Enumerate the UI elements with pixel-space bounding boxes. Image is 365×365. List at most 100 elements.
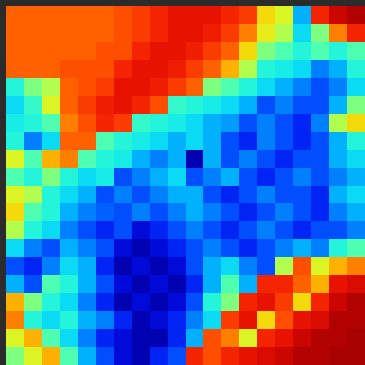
heatmap-cell	[257, 275, 275, 293]
heatmap-cell	[78, 42, 96, 60]
heatmap-cell	[78, 6, 96, 24]
heatmap-cell	[24, 257, 42, 275]
heatmap-cell	[24, 78, 42, 96]
heatmap-cell	[168, 24, 186, 42]
heatmap-cell	[78, 293, 96, 311]
heatmap-cell	[203, 96, 221, 114]
heatmap-cell	[132, 6, 150, 24]
heatmap-cell	[24, 347, 42, 365]
heatmap-cell	[275, 168, 293, 186]
heatmap-cell	[275, 42, 293, 60]
heatmap-cell	[60, 293, 78, 311]
heatmap-cell	[60, 24, 78, 42]
heatmap-cell	[347, 221, 365, 239]
heatmap-cell	[257, 311, 275, 329]
heatmap-cell	[132, 257, 150, 275]
heatmap-cell	[293, 42, 311, 60]
heatmap-cell	[132, 329, 150, 347]
heatmap-cell	[6, 186, 24, 204]
heatmap-cell	[24, 221, 42, 239]
heatmap-cell	[186, 168, 204, 186]
heatmap-cell	[311, 78, 329, 96]
heatmap-cell	[96, 6, 114, 24]
heatmap-cell	[275, 96, 293, 114]
heatmap-cell	[347, 78, 365, 96]
heatmap-cell	[96, 347, 114, 365]
heatmap-cell	[168, 293, 186, 311]
heatmap-cell	[6, 275, 24, 293]
heatmap-cell	[221, 275, 239, 293]
heatmap-cell	[168, 114, 186, 132]
heatmap-cell	[293, 186, 311, 204]
heatmap-cell	[239, 60, 257, 78]
heatmap-cell	[239, 311, 257, 329]
heatmap-cell	[114, 347, 132, 365]
heatmap-cell	[78, 132, 96, 150]
heatmap-cell	[168, 78, 186, 96]
heatmap-cell	[257, 293, 275, 311]
heatmap-cell	[257, 96, 275, 114]
heatmap-cell	[6, 293, 24, 311]
heatmap-cell	[347, 203, 365, 221]
heatmap-cell	[329, 275, 347, 293]
heatmap-cell	[203, 78, 221, 96]
heatmap-cell	[42, 150, 60, 168]
heatmap-cell	[96, 114, 114, 132]
heatmap-cell	[239, 221, 257, 239]
heatmap-cell	[168, 6, 186, 24]
heatmap-cell	[96, 24, 114, 42]
heatmap-cell	[239, 114, 257, 132]
heatmap-cell	[42, 203, 60, 221]
heatmap-cell	[24, 6, 42, 24]
heatmap-cell	[60, 311, 78, 329]
heatmap-cell	[275, 132, 293, 150]
heatmap-cell	[132, 150, 150, 168]
heatmap-cell	[114, 221, 132, 239]
heatmap-cell	[150, 42, 168, 60]
heatmap-cell	[114, 329, 132, 347]
heatmap-cell	[132, 42, 150, 60]
heatmap-cell	[275, 329, 293, 347]
heatmap-cell	[132, 203, 150, 221]
heatmap-cell	[6, 6, 24, 24]
heatmap-cell	[6, 168, 24, 186]
heatmap-cell	[168, 150, 186, 168]
heatmap-cell	[96, 239, 114, 257]
heatmap-cell	[203, 239, 221, 257]
heatmap-cell	[239, 78, 257, 96]
heatmap-cell	[329, 78, 347, 96]
heatmap-cell	[293, 293, 311, 311]
heatmap-cell	[24, 96, 42, 114]
heatmap-cell	[42, 311, 60, 329]
heatmap-cell	[60, 275, 78, 293]
heatmap-cell	[203, 150, 221, 168]
heatmap-cell	[203, 311, 221, 329]
heatmap-cell	[6, 347, 24, 365]
heatmap-cell	[293, 78, 311, 96]
heatmap-cell	[24, 42, 42, 60]
heatmap-cell	[186, 150, 204, 168]
heatmap-cell	[96, 203, 114, 221]
heatmap-cell	[42, 186, 60, 204]
heatmap-cell	[203, 114, 221, 132]
heatmap-cell	[96, 168, 114, 186]
heatmap-cell	[114, 132, 132, 150]
heatmap-cell	[311, 24, 329, 42]
heatmap-cell	[132, 168, 150, 186]
heatmap-cell	[150, 60, 168, 78]
heatmap-cell	[293, 6, 311, 24]
heatmap-cell	[150, 168, 168, 186]
heatmap-cell	[42, 257, 60, 275]
heatmap-cell	[96, 60, 114, 78]
heatmap-cell	[311, 293, 329, 311]
heatmap-cell	[42, 60, 60, 78]
heatmap-cell	[257, 60, 275, 78]
heatmap-cell	[168, 186, 186, 204]
heatmap-cell	[78, 347, 96, 365]
heatmap-cell	[347, 347, 365, 365]
heatmap-cell	[203, 275, 221, 293]
heatmap-cell	[257, 257, 275, 275]
heatmap-cell	[114, 186, 132, 204]
heatmap-cell	[329, 132, 347, 150]
heatmap-cell	[186, 132, 204, 150]
